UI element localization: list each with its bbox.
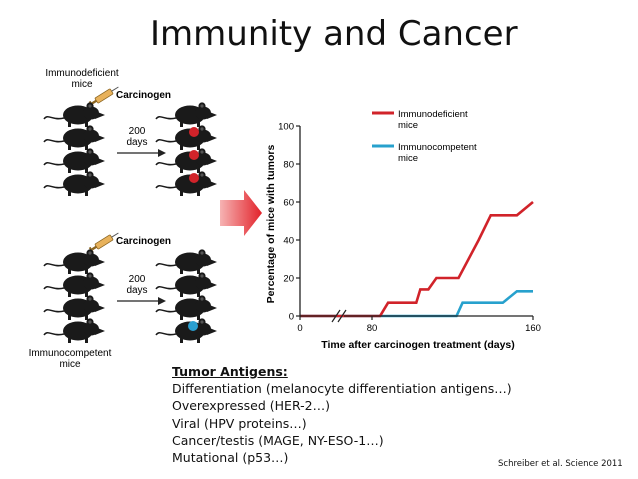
mouse-icon: [43, 147, 106, 174]
x-tick-label: 0: [297, 323, 302, 334]
antigen-item: Viral (HPV proteins…): [172, 415, 307, 431]
top-group-label-line2: mice: [71, 79, 93, 90]
top-group-label-line1: Immunodeficient: [45, 68, 119, 79]
antigen-item: Differentiation (melanocyte differentiat…: [172, 381, 512, 397]
mouse-icon: [155, 317, 218, 344]
y-tick-label: 60: [283, 198, 294, 209]
mouse-icon: [155, 294, 218, 321]
immunocompetent-group: Carcinogen 200 days Immunocompetent mice: [29, 229, 218, 370]
bottom-group-label-line1: Immunocompetent: [29, 348, 112, 359]
antigens-heading: Tumor Antigens:: [172, 364, 288, 379]
page-title: Immunity and Cancer: [150, 14, 518, 54]
mouse-icon: [155, 147, 218, 174]
y-tick-label: 0: [289, 312, 294, 323]
y-tick-label: 40: [283, 236, 294, 247]
y-axis-label: Percentage of mice with tumors: [265, 144, 277, 303]
axis-break-mark: [337, 309, 347, 323]
antigen-item: Overexpressed (HER-2…): [172, 398, 330, 414]
bottom-group-label-line2: mice: [59, 359, 81, 370]
mouse-icon: [43, 170, 106, 197]
bottom-time-arrowhead: [158, 297, 166, 305]
immunodeficient-group: Immunodeficient mice Carcinogen 200 days: [43, 68, 218, 197]
bottom-days-number: 200: [129, 274, 146, 285]
mouse-icon: [155, 101, 218, 128]
mouse-icon: [155, 271, 218, 298]
mouse-icon: [155, 248, 218, 275]
tumor-red-icon: [189, 150, 199, 160]
mouse-icon: [155, 124, 218, 151]
mouse-icon: [43, 294, 106, 321]
bottom-carcinogen-label: Carcinogen: [116, 236, 171, 247]
y-tick-label: 20: [283, 274, 294, 285]
legend-label-immunodeficient-line2: mice: [398, 120, 418, 131]
x-tick-label: 80: [367, 323, 378, 334]
tumor-antigens-list: Tumor Antigens: Differentiation (melanoc…: [172, 363, 512, 466]
mouse-icon: [43, 124, 106, 151]
y-tick-label: 100: [278, 122, 294, 133]
legend-label-immunocompetent-line2: mice: [398, 153, 418, 164]
mouse-icon: [43, 317, 106, 344]
antigen-item: Cancer/testis (MAGE, NY-ESO-1…): [172, 432, 384, 448]
tumor-red-icon: [189, 173, 199, 183]
tumor-incidence-chart: 0 20 40 60 80 100 0 80 160 Percentage of mice wi…: [265, 109, 541, 351]
x-axis-label: Time after carcinogen treatment (days): [321, 339, 515, 351]
legend-label-immunodeficient-line1: Immunodeficient: [398, 109, 468, 120]
mouse-icon: [43, 271, 106, 298]
top-time-arrowhead: [158, 149, 166, 157]
top-days-unit: days: [126, 137, 147, 148]
bottom-days-unit: days: [126, 285, 147, 296]
mouse-icon: [43, 248, 106, 275]
tumor-blue-icon: [188, 321, 198, 331]
citation: Schreiber et al. Science 2011: [498, 459, 623, 469]
chart-legend: Immunodeficient mice Immunocompetent mic…: [372, 109, 477, 164]
legend-label-immunocompetent-line1: Immunocompetent: [398, 142, 477, 153]
axis-break-mark: [331, 309, 341, 323]
top-carcinogen-label: Carcinogen: [116, 90, 171, 101]
x-tick-label: 160: [525, 323, 541, 334]
tumor-red-icon: [189, 127, 199, 137]
mouse-icon: [43, 101, 106, 128]
y-tick-label: 80: [283, 160, 294, 171]
series-line-immunodeficient: [300, 200, 534, 318]
top-days-number: 200: [129, 126, 146, 137]
mouse-icon: [155, 170, 218, 197]
antigen-item: Mutational (p53…): [172, 450, 289, 466]
big-red-arrow-icon: [220, 190, 262, 236]
